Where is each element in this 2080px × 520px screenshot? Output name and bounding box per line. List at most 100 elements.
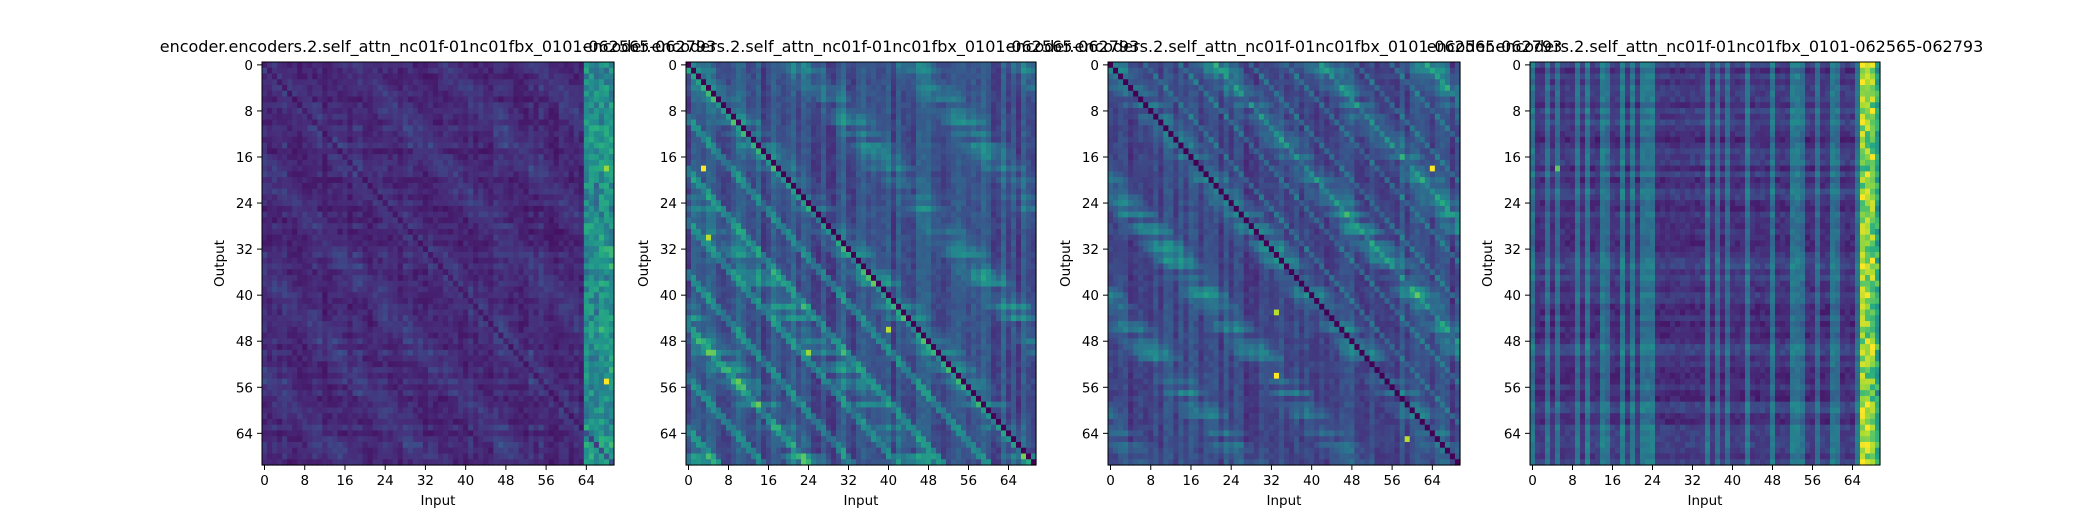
heatmap-cell: [432, 349, 439, 357]
heatmap-cell: [402, 459, 409, 466]
heatmap-cell: [287, 361, 293, 368]
heatmap-cell: [538, 240, 545, 247]
heatmap-cell: [322, 275, 328, 282]
heatmap-cell: [548, 372, 555, 380]
heatmap-cell: [603, 361, 610, 368]
heatmap-cell: [588, 418, 595, 426]
heatmap-cell: [397, 159, 404, 167]
heatmap-cell: [407, 355, 414, 362]
heatmap-cell: [412, 315, 419, 322]
heatmap-cell: [292, 131, 298, 138]
heatmap-cell: [337, 188, 344, 196]
heatmap-cell: [312, 182, 318, 190]
heatmap-cell: [478, 194, 484, 201]
heatmap-cell: [312, 246, 318, 253]
heatmap-cell: [432, 205, 439, 213]
heatmap-cell: [407, 62, 414, 69]
heatmap-cell: [463, 424, 469, 432]
heatmap-cell: [593, 142, 600, 149]
heatmap-cell: [588, 280, 595, 288]
heatmap-cell: [407, 349, 414, 357]
heatmap-cell: [277, 436, 283, 443]
heatmap-cell: [387, 349, 394, 357]
heatmap-cell: [593, 459, 600, 466]
heatmap-cell: [302, 171, 308, 178]
heatmap-cell: [392, 90, 399, 98]
heatmap-cell: [453, 401, 459, 409]
heatmap-cell: [493, 361, 499, 368]
heatmap-cell: [347, 62, 354, 69]
heatmap-cell: [352, 200, 359, 207]
heatmap-cell: [432, 430, 439, 437]
heatmap-cell: [573, 372, 580, 380]
heatmap-cell: [297, 223, 303, 230]
heatmap-cell: [876, 62, 882, 69]
heatmap-cell: [292, 62, 298, 69]
heatmap-cell: [458, 159, 464, 167]
heatmap-cell: [387, 148, 394, 155]
heatmap-cell: [327, 188, 333, 196]
heatmap-cell: [608, 257, 615, 265]
heatmap-cell: [317, 182, 323, 190]
heatmap-cell: [548, 102, 555, 109]
heatmap-cell: [478, 234, 484, 242]
heatmap-cell: [483, 275, 489, 282]
heatmap-cell: [357, 344, 364, 351]
heatmap-cell: [513, 228, 520, 236]
heatmap-cell: [427, 441, 434, 449]
heatmap-cell: [327, 286, 333, 293]
heatmap-cell: [478, 378, 484, 385]
heatmap-cell: [463, 395, 469, 403]
heatmap-cell: [307, 349, 313, 357]
heatmap-cell: [402, 251, 409, 259]
heatmap-cell: [347, 355, 354, 362]
heatmap-cell: [598, 355, 605, 362]
heatmap-cell: [483, 194, 489, 201]
heatmap-cell: [377, 102, 384, 109]
heatmap-cell: [528, 165, 535, 172]
heatmap-cell: [337, 131, 344, 138]
heatmap-cell: [578, 459, 585, 466]
heatmap-cell: [483, 119, 489, 126]
heatmap-cell: [372, 108, 379, 115]
heatmap-cell: [302, 309, 308, 316]
heatmap-cell: [372, 309, 379, 316]
heatmap-cell: [287, 418, 293, 426]
heatmap-cell: [387, 246, 394, 253]
heatmap-cell: [473, 251, 479, 259]
heatmap-cell: [696, 62, 702, 69]
heatmap-cell: [463, 211, 469, 219]
heatmap-cell: [297, 171, 303, 178]
heatmap-cell: [337, 326, 344, 334]
heatmap-cell: [277, 355, 283, 362]
heatmap-cell: [417, 125, 424, 132]
heatmap-cell: [377, 223, 384, 230]
heatmap-cell: [493, 332, 499, 339]
heatmap-cell: [603, 159, 610, 167]
heatmap-cell: [307, 286, 313, 293]
heatmap-cell: [322, 407, 328, 414]
heatmap-cell: [362, 62, 369, 69]
heatmap-cell: [558, 441, 565, 449]
heatmap-cell: [347, 119, 354, 126]
heatmap-cell: [317, 459, 323, 466]
heatmap-cell: [588, 223, 595, 230]
heatmap-cell: [468, 280, 474, 288]
heatmap-cell: [478, 171, 484, 178]
heatmap-cell: [267, 275, 273, 282]
heatmap-cell: [307, 413, 313, 420]
heatmap-cell: [503, 159, 509, 167]
heatmap-cell: [608, 211, 615, 219]
heatmap-cell: [608, 292, 615, 299]
heatmap-cell: [503, 349, 509, 357]
heatmap-cell: [382, 159, 389, 167]
heatmap-cell: [568, 125, 575, 132]
heatmap-cell: [342, 251, 349, 259]
heatmap-cell: [262, 384, 268, 391]
heatmap-cell: [558, 303, 565, 311]
heatmap-cell: [367, 395, 374, 403]
heatmap-cell: [608, 355, 615, 362]
heatmap-cell: [277, 200, 283, 207]
heatmap-cell: [538, 108, 545, 115]
heatmap-cell: [337, 223, 344, 230]
